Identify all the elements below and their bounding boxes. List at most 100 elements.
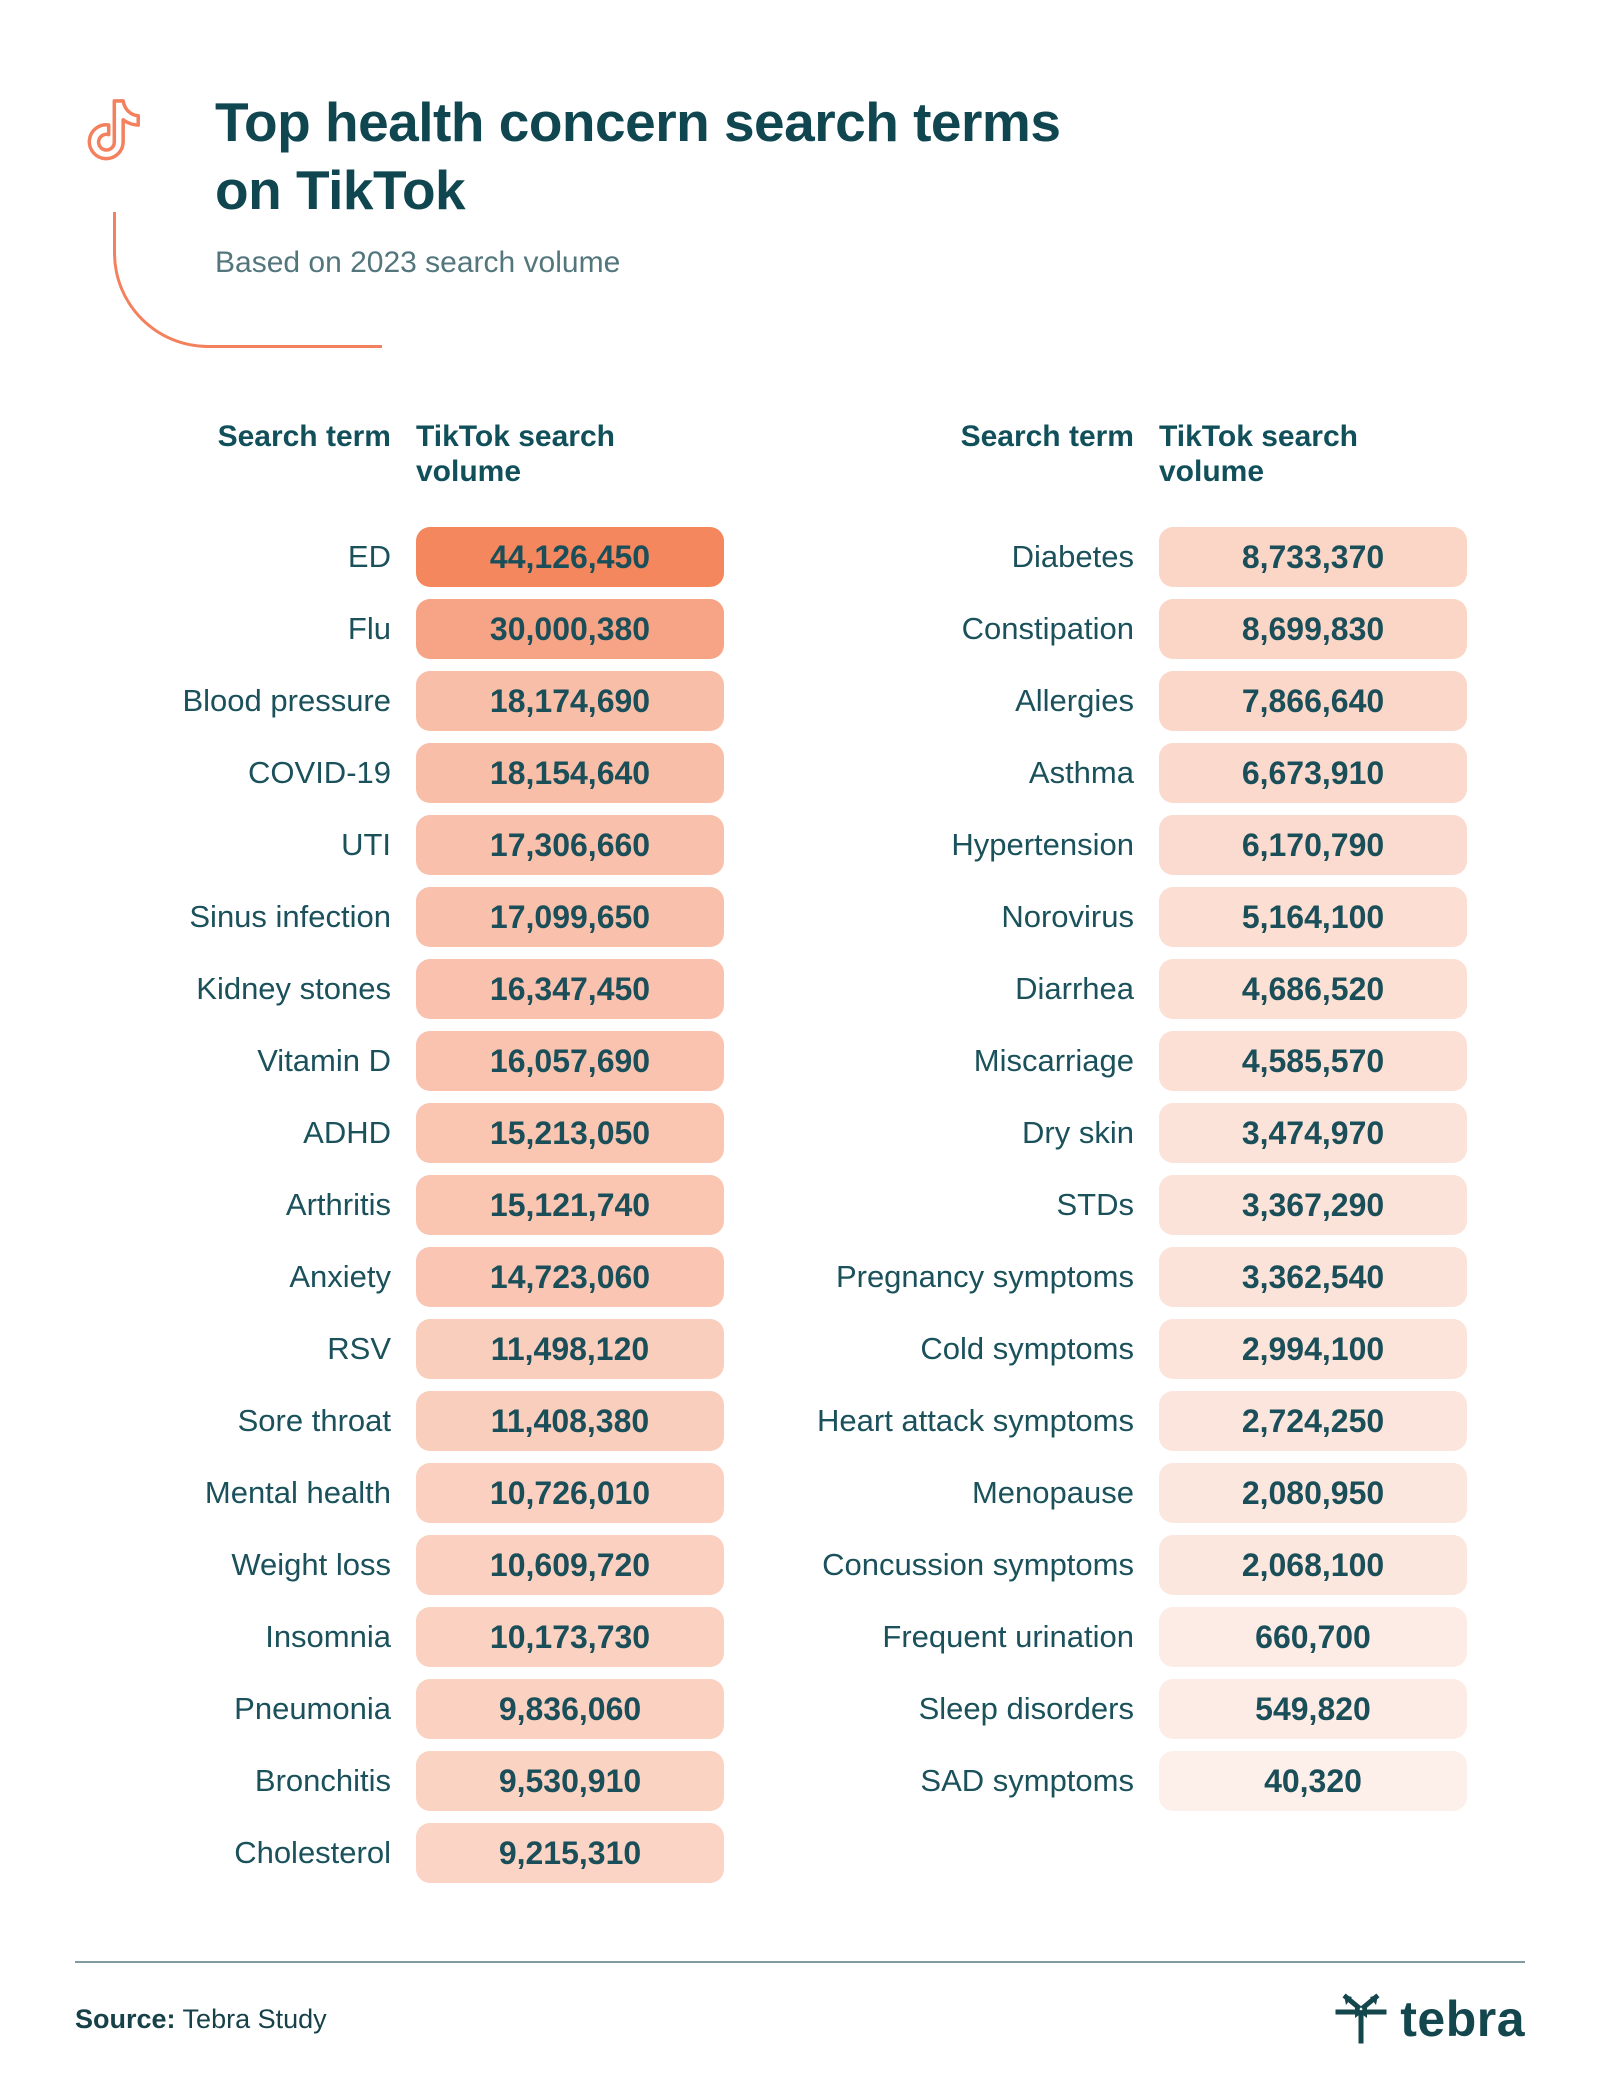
search-volume-pill: 6,170,790 [1159,815,1467,875]
decorative-swoosh-line [113,212,382,348]
search-volume-pill: 8,733,370 [1159,527,1467,587]
source-note: Source: Tebra Study [75,2004,327,2035]
search-volume-pill: 2,080,950 [1159,1463,1467,1523]
table-header-left: Search term TikTok search volume [75,420,724,489]
table-rows-right: Diabetes 8,733,370 Constipation 8,699,830 Al… [734,527,1467,1823]
table-row: ADHD 15,213,050 [75,1103,724,1163]
search-volume-pill: 16,347,450 [416,959,724,1019]
table-row: Frequent urination 660,700 [734,1607,1467,1667]
table-row: Sore throat 11,408,380 [75,1391,724,1451]
header: Top health concern search terms on TikTo… [85,88,1525,280]
tebra-wordmark: tebra [1400,1991,1525,2047]
search-volume-pill: 2,724,250 [1159,1391,1467,1451]
search-term-label: Cholesterol [234,1834,391,1870]
search-term-label: Blood pressure [182,682,391,718]
table-row: Asthma 6,673,910 [734,743,1467,803]
search-volume-pill: 2,068,100 [1159,1535,1467,1595]
table-row: Mental health 10,726,010 [75,1463,724,1523]
search-term-label: SAD symptoms [920,1762,1134,1798]
search-volume-pill: 30,000,380 [416,599,724,659]
search-term-label: Pregnancy symptoms [835,1258,1134,1294]
page-title-line2: on TikTok [215,159,466,222]
search-term-label: ADHD [303,1114,391,1150]
page-title-line1: Top health concern search terms [215,91,1061,153]
table-row: Hypertension 6,170,790 [734,815,1467,875]
search-term-label: Insomnia [265,1618,391,1654]
table-row: Weight loss 10,609,720 [75,1535,724,1595]
search-term-label: Kidney stones [196,970,391,1006]
table-row: Menopause 2,080,950 [734,1463,1467,1523]
column-header-volume-line2: volume [416,454,522,488]
table-row: Anxiety 14,723,060 [75,1247,724,1307]
table-row: Sleep disorders 549,820 [734,1679,1467,1739]
search-volume-pill: 549,820 [1159,1679,1467,1739]
search-volume-pill: 16,057,690 [416,1031,724,1091]
search-volume-pill: 7,866,640 [1159,671,1467,731]
footer-divider [75,1961,1525,1963]
search-volume-pill: 15,213,050 [416,1103,724,1163]
column-header-search-volume: TikTok search volume [416,420,626,489]
table-row: Kidney stones 16,347,450 [75,959,724,1019]
search-volume-pill: 15,121,740 [416,1175,724,1235]
search-volume-pill: 3,367,290 [1159,1175,1467,1235]
search-volume-pill: 10,726,010 [416,1463,724,1523]
search-volume-pill: 18,174,690 [416,671,724,731]
source-value: Tebra Study [182,2003,327,2034]
search-term-label: Sleep disorders [918,1690,1134,1726]
search-term-label: Menopause [971,1474,1134,1510]
search-term-label: Diarrhea [1015,970,1134,1006]
table-column-right: Search term TikTok search volume Diabete… [734,420,1467,1895]
search-volume-pill: 9,215,310 [416,1823,724,1883]
column-header-volume-line1: TikTok search [1159,420,1358,453]
search-volume-pill: 18,154,640 [416,743,724,803]
search-volume-pill: 17,306,660 [416,815,724,875]
search-volume-pill: 14,723,060 [416,1247,724,1307]
search-volume-pill: 8,699,830 [1159,599,1467,659]
search-term-label: Sore throat [237,1402,391,1438]
search-volume-pill: 17,099,650 [416,887,724,947]
table-row: Cholesterol 9,215,310 [75,1823,724,1883]
search-term-label: Flu [347,610,391,646]
search-volume-pill: 44,126,450 [416,527,724,587]
search-term-label: Pneumonia [234,1690,391,1726]
search-volume-pill: 11,408,380 [416,1391,724,1451]
search-volume-pill: 6,673,910 [1159,743,1467,803]
column-header-search-term: Search term [960,420,1134,453]
search-term-label: Weight loss [231,1546,391,1582]
search-term-label: Frequent urination [882,1618,1134,1654]
source-label: Source: [75,2003,176,2034]
table-row: Flu 30,000,380 [75,599,724,659]
column-header-search-term: Search term [217,420,391,453]
table-row: Heart attack symptoms 2,724,250 [734,1391,1467,1451]
table-row: Diabetes 8,733,370 [734,527,1467,587]
search-volume-pill: 3,362,540 [1159,1247,1467,1307]
search-volume-pill: 5,164,100 [1159,887,1467,947]
table-row: Allergies 7,866,640 [734,671,1467,731]
title-block: Top health concern search terms on TikTo… [215,88,1525,280]
search-volume-pill: 9,530,910 [416,1751,724,1811]
search-volume-pill: 40,320 [1159,1751,1467,1811]
search-volume-pill: 9,836,060 [416,1679,724,1739]
table-row: ED 44,126,450 [75,527,724,587]
search-term-label: Cold symptoms [920,1330,1134,1366]
search-term-label: Mental health [204,1474,391,1510]
column-header-search-volume: TikTok search volume [1159,420,1369,489]
table-row: Bronchitis 9,530,910 [75,1751,724,1811]
search-volume-pill: 11,498,120 [416,1319,724,1379]
table-rows-left: ED 44,126,450 Flu 30,000,380 Blood pressure 1… [75,527,724,1895]
table-row: STDs 3,367,290 [734,1175,1467,1235]
search-term-label: Asthma [1028,754,1134,790]
search-term-label: Diabetes [1011,538,1134,574]
table-row: RSV 11,498,120 [75,1319,724,1379]
tebra-tree-icon [1335,1993,1387,2044]
table-row: Norovirus 5,164,100 [734,887,1467,947]
table-header-right: Search term TikTok search volume [734,420,1467,489]
table-row: UTI 17,306,660 [75,815,724,875]
search-volume-pill: 10,609,720 [416,1535,724,1595]
table-row: Pregnancy symptoms 3,362,540 [734,1247,1467,1307]
search-volume-pill: 2,994,100 [1159,1319,1467,1379]
table-row: Pneumonia 9,836,060 [75,1679,724,1739]
search-term-label: Sinus infection [189,898,391,934]
table-row: COVID-19 18,154,640 [75,743,724,803]
